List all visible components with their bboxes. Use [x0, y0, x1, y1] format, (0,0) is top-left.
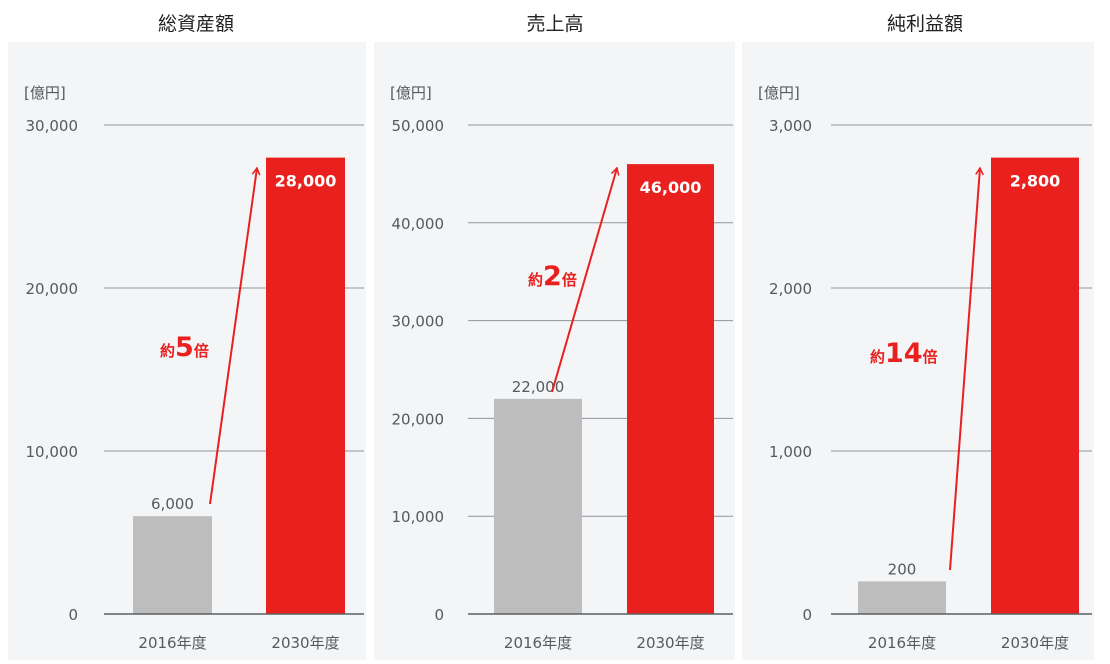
y-tick-label: 30,000: [26, 117, 79, 135]
growth-arrow: [551, 168, 617, 393]
bar-value-label: 22,000: [512, 378, 565, 396]
y-tick-label: 2,000: [769, 280, 812, 298]
x-category-label: 2016年度: [504, 634, 572, 652]
x-category-label: 2030年度: [271, 634, 339, 652]
bar-value-label: 6,000: [151, 495, 194, 513]
chart-1: 総資産額 [億円] 0 10,000 20,000 30,000 6,000 2016年度 28…: [8, 13, 366, 660]
y-tick-label: 10,000: [26, 443, 79, 461]
y-axis-unit-label: [億円]: [758, 84, 800, 102]
y-axis-unit-label: [億円]: [390, 84, 432, 102]
bar-2016: [858, 581, 946, 614]
x-category-label: 2030年度: [1001, 634, 1069, 652]
y-tick-label: 20,000: [392, 410, 445, 428]
y-axis-unit-label: [億円]: [24, 84, 66, 102]
growth-annotation: 約2倍: [528, 261, 577, 292]
y-tick-label: 30,000: [392, 313, 445, 331]
y-tick-label: 0: [434, 606, 444, 624]
chart-title: 売上高: [526, 13, 583, 35]
y-tick-label: 40,000: [392, 215, 445, 233]
bar-2030: [266, 157, 345, 614]
chart-title: 総資産額: [158, 13, 234, 35]
bar-2030: [627, 164, 714, 614]
y-tick-label: 20,000: [26, 280, 79, 298]
y-tick-label: 10,000: [392, 508, 445, 526]
bar-value-label: 28,000: [275, 172, 337, 191]
x-category-label: 2016年度: [868, 634, 936, 652]
bar-value-label: 2,800: [1010, 172, 1061, 191]
x-category-label: 2016年度: [138, 634, 206, 652]
y-tick-label: 1,000: [769, 443, 812, 461]
growth-arrow: [949, 168, 980, 571]
y-tick-label: 50,000: [392, 117, 445, 135]
y-tick-label: 0: [68, 606, 78, 624]
bar-2016: [133, 516, 212, 614]
bar-2016: [494, 398, 582, 614]
x-category-label: 2030年度: [636, 634, 704, 652]
y-tick-label: 3,000: [769, 117, 812, 135]
bar-value-label: 46,000: [640, 178, 702, 197]
chart-title: 純利益額: [887, 13, 963, 35]
growth-annotation: 約14倍: [870, 338, 938, 369]
bar-value-label: 200: [888, 560, 917, 578]
chart-3: 純利益額 [億円] 0 1,000 2,000 3,000 200 2016年度 2,800 20…: [742, 13, 1094, 660]
y-tick-label: 0: [802, 606, 812, 624]
growth-annotation: 約5倍: [160, 332, 209, 363]
chart-2: 売上高 [億円] 0 10,000 20,000 30,000 40,000 50,000 22…: [374, 13, 735, 660]
bar-2030: [991, 157, 1079, 614]
growth-arrow: [209, 168, 257, 505]
